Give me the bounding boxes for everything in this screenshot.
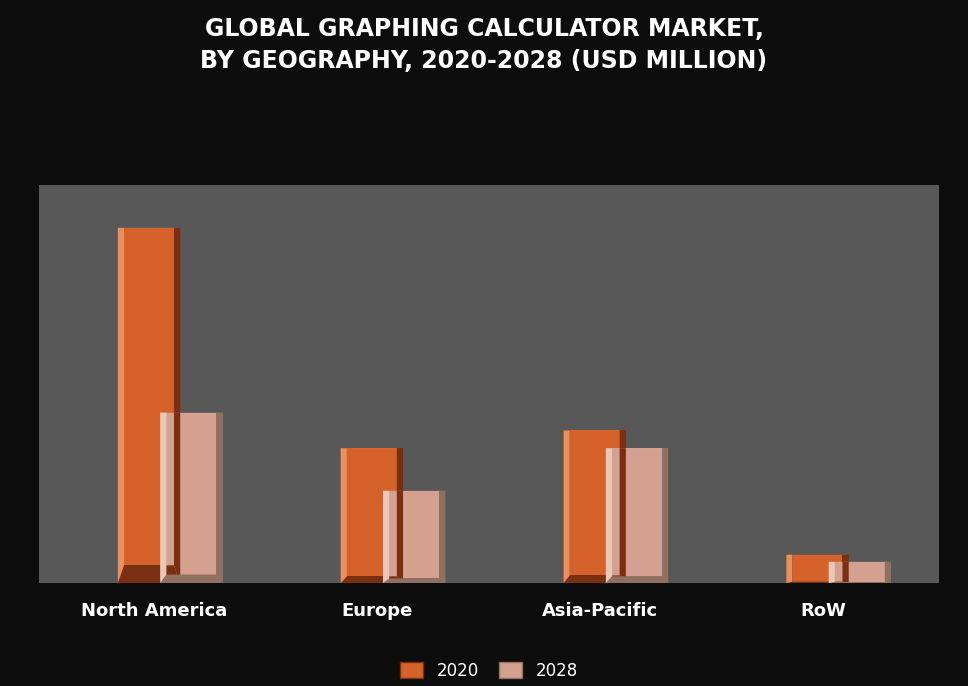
Text: GLOBAL GRAPHING CALCULATOR MARKET,
BY GEOGRAPHY, 2020-2028 (USD MILLION): GLOBAL GRAPHING CALCULATOR MARKET, BY GE… bbox=[200, 17, 768, 73]
Bar bbox=[347, 448, 397, 576]
Bar bbox=[160, 412, 223, 583]
Bar bbox=[383, 490, 445, 583]
Bar bbox=[786, 555, 849, 583]
Polygon shape bbox=[606, 448, 612, 583]
Polygon shape bbox=[383, 490, 389, 583]
Bar bbox=[389, 491, 439, 578]
Polygon shape bbox=[160, 575, 223, 583]
Polygon shape bbox=[174, 228, 180, 583]
Polygon shape bbox=[439, 490, 445, 583]
Polygon shape bbox=[341, 576, 403, 583]
Polygon shape bbox=[620, 430, 626, 583]
Bar bbox=[793, 555, 842, 582]
Polygon shape bbox=[563, 430, 570, 583]
Polygon shape bbox=[118, 565, 180, 583]
Polygon shape bbox=[829, 562, 834, 583]
Bar bbox=[612, 448, 662, 576]
Bar bbox=[570, 430, 620, 576]
Polygon shape bbox=[383, 578, 445, 583]
Bar bbox=[606, 448, 668, 583]
Polygon shape bbox=[397, 448, 403, 583]
Polygon shape bbox=[829, 582, 892, 583]
Bar bbox=[563, 430, 626, 583]
Polygon shape bbox=[662, 448, 668, 583]
Bar bbox=[341, 448, 403, 583]
Bar bbox=[118, 228, 180, 583]
Bar bbox=[124, 228, 174, 565]
Polygon shape bbox=[563, 576, 626, 583]
Polygon shape bbox=[842, 555, 849, 583]
Polygon shape bbox=[341, 448, 347, 583]
Legend: 2020, 2028: 2020, 2028 bbox=[393, 655, 585, 686]
Polygon shape bbox=[786, 555, 793, 583]
Polygon shape bbox=[118, 228, 124, 583]
Polygon shape bbox=[786, 582, 849, 583]
Polygon shape bbox=[606, 576, 668, 583]
Bar bbox=[834, 562, 885, 582]
Bar bbox=[829, 562, 892, 583]
Polygon shape bbox=[216, 412, 223, 583]
Polygon shape bbox=[885, 562, 892, 583]
Bar bbox=[166, 413, 216, 575]
Polygon shape bbox=[160, 412, 166, 583]
